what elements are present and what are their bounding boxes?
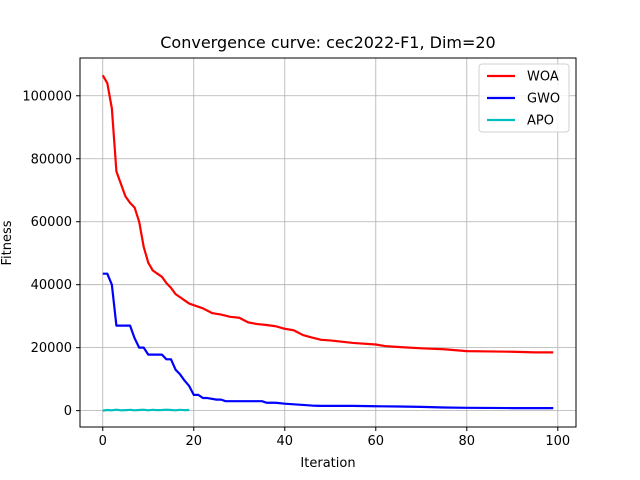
series-line-woa	[101, 74, 554, 354]
x-tick-label: 60	[368, 434, 385, 449]
axis-ticks: 0 20 40 60 80 100 0 20000 40000 60000 80000 100000	[22, 89, 570, 449]
legend-label-woa: WOA	[527, 70, 559, 85]
x-axis-label: Iteration	[300, 456, 355, 471]
series-lines	[101, 74, 554, 412]
plot-area-frame	[79, 57, 577, 428]
y-axis-label: Fitness	[0, 220, 15, 265]
y-tick-label: 80000	[31, 152, 72, 167]
legend-box	[478, 63, 570, 133]
legend-label-apo: APO	[527, 114, 554, 129]
legend-label-gwo: GWO	[527, 92, 560, 107]
x-tick-label: 0	[99, 434, 107, 449]
y-tick-label: 20000	[31, 341, 72, 356]
series-line-gwo	[102, 272, 554, 410]
x-tick-label: 80	[459, 434, 476, 449]
y-tick-label: 60000	[31, 215, 72, 230]
y-tick-label: 0	[64, 404, 72, 419]
x-tick-label: 100	[545, 434, 570, 449]
chart-title: Convergence curve: cec2022-F1, Dim=20	[160, 33, 495, 52]
grid	[80, 58, 576, 427]
y-tick-label: 40000	[31, 278, 72, 293]
series-line-apo	[102, 408, 190, 412]
x-tick-label: 20	[185, 434, 202, 449]
legend: WOA GWO APO	[478, 63, 570, 133]
y-tick-label: 100000	[22, 89, 72, 104]
x-tick-label: 40	[276, 434, 293, 449]
